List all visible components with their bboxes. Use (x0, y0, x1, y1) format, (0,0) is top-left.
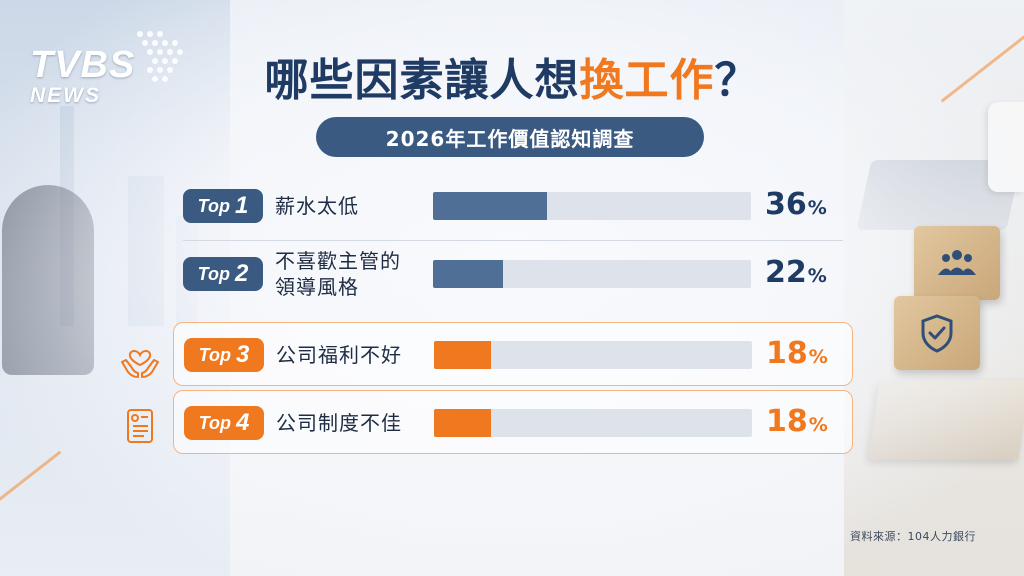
rank-number: 4 (235, 409, 250, 436)
rank-badge: Top 3 (184, 338, 264, 372)
chart-row: Top 2 不喜歡主管的 領導風格 22% (173, 242, 853, 306)
shield-check-icon (921, 314, 953, 353)
document-icon (127, 409, 153, 443)
percent-unit: % (807, 197, 827, 219)
survey-subtitle-pill: 2026年工作價值認知調查 (316, 117, 704, 157)
rank-word: Top (197, 195, 230, 216)
percent-value: 22 (765, 255, 807, 290)
percent-label: 18% (766, 404, 836, 439)
percent-unit: % (807, 265, 827, 287)
bar-fill (434, 341, 492, 369)
rank-number: 2 (234, 260, 249, 287)
rank-word: Top (198, 344, 231, 365)
page-title: 哪些因素讓人想換工作？ (0, 44, 1024, 108)
people-icon (938, 250, 976, 275)
percent-label: 18% (766, 336, 836, 371)
heart-hands-icon (121, 350, 159, 378)
percent-value: 18 (766, 336, 808, 371)
percent-label: 36% (765, 187, 835, 222)
percent-unit: % (808, 346, 828, 368)
category-label: 不喜歡主管的 領導風格 (275, 249, 401, 299)
bar-track (434, 409, 752, 437)
bar-track (434, 341, 752, 369)
chart-row: Top 3 公司福利不好 18% (173, 322, 853, 386)
percent-value: 18 (766, 404, 808, 439)
wood-cube-shield (894, 296, 980, 370)
rank-number: 1 (234, 192, 249, 219)
chart-row: Top 1 薪水太低 36% (173, 174, 853, 238)
title-question-mark: ？ (714, 55, 760, 106)
category-label: 公司制度不佳 (276, 411, 402, 435)
bar-track (433, 192, 751, 220)
wood-cube-people (914, 226, 1000, 300)
category-label: 薪水太低 (275, 194, 359, 218)
row-divider (183, 240, 843, 241)
tvbs-news-logo: TVBS NEWS (22, 26, 183, 107)
percent-label: 22% (765, 255, 835, 290)
chart-row: Top 4 公司制度不佳 18% (173, 390, 853, 454)
bar-track (433, 260, 751, 288)
bar-fill (433, 260, 503, 288)
rank-badge: Top 1 (183, 189, 263, 223)
logo-wordmark: TVBS (30, 44, 136, 86)
data-source-note: 資料來源：104人力銀行 (850, 530, 976, 543)
rank-number: 3 (235, 341, 250, 368)
rank-badge: Top 2 (183, 257, 263, 291)
percent-unit: % (808, 414, 828, 436)
rank-word: Top (198, 412, 231, 433)
category-label: 公司福利不好 (276, 343, 402, 367)
title-main: 哪些因素讓人想 (264, 55, 580, 106)
title-highlight: 換工作 (579, 55, 715, 106)
logo-dots-pattern (137, 31, 183, 82)
logo-subtext: NEWS (30, 84, 101, 107)
bar-fill (433, 192, 548, 220)
rank-badge: Top 4 (184, 406, 264, 440)
rank-word: Top (197, 263, 230, 284)
percent-value: 36 (765, 187, 807, 222)
bar-fill (434, 409, 492, 437)
